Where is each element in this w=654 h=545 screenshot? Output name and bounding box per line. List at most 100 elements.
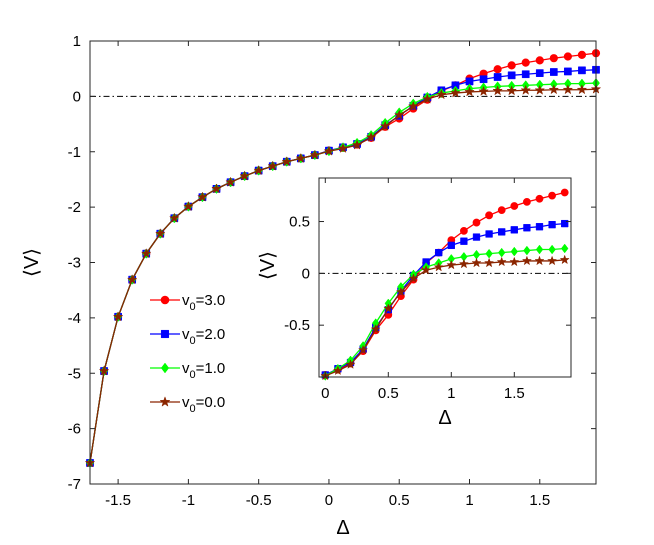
- inset-plot: 0 0.5 1 1.5 -0.5 0 0.5 Δ ⟨V⟩: [257, 177, 572, 429]
- inset-point-v0=0.0: [509, 256, 520, 267]
- main-y-tick-label: -3: [68, 255, 81, 272]
- main-point-v0=0.0: [520, 84, 532, 95]
- legend-marker: [159, 396, 171, 407]
- inset-x-tick-label: 0: [321, 385, 329, 402]
- main-point-v0=2.0: [451, 81, 460, 90]
- main-point-v0=0.0: [98, 365, 110, 376]
- main-y-tick-label: -5: [68, 365, 81, 382]
- main-x-tick-label: 1: [465, 492, 473, 509]
- main-y-tick-label: 0: [73, 88, 81, 105]
- inset-point-v0=2.0: [535, 223, 544, 231]
- main-point-v0=3.0: [577, 50, 587, 59]
- legend-entry-v0=3.0: v0=3.0: [150, 292, 225, 313]
- main-point-v0=0.0: [197, 191, 208, 202]
- inset-point-v0=2.0: [447, 241, 455, 250]
- inset-y-axis-title: ⟨V⟩: [257, 251, 279, 280]
- inset-point-v0=3.0: [523, 197, 531, 206]
- main-point-v0=2.0: [578, 66, 586, 75]
- main-x-tick-label: -0.5: [246, 492, 272, 509]
- inset-x-ticks: 0 0.5 1 1.5: [321, 178, 525, 402]
- main-point-v0=2.0: [465, 77, 474, 86]
- inset-point-v0=1.0: [510, 246, 519, 257]
- main-point-v0=0.0: [534, 84, 546, 95]
- main-point-v0=0.0: [506, 85, 517, 96]
- inset-background: [319, 178, 571, 377]
- main-point-v0=0.0: [183, 200, 194, 212]
- legend-entry-v0=0.0: v0=0.0: [150, 394, 225, 415]
- main-x-ticks: -1.5 -1 -0.5 0 0.5 1 1.5: [105, 41, 550, 509]
- inset-point-v0=3.0: [535, 194, 544, 203]
- main-y-tick-label: -7: [68, 476, 81, 493]
- main-point-v0=0.0: [379, 120, 391, 131]
- inset-point-v0=0.0: [370, 323, 381, 334]
- inset-point-v0=1.0: [548, 244, 556, 255]
- inset-point-v0=3.0: [460, 226, 468, 235]
- inset-point-v0=0.0: [421, 264, 432, 275]
- inset-point-v0=2.0: [435, 248, 443, 257]
- inset-point-v0=0.0: [547, 255, 558, 266]
- inset-series-group: [320, 188, 570, 381]
- inset-point-v0=0.0: [521, 255, 532, 266]
- main-point-v0=0.0: [422, 93, 433, 104]
- main-point-v0=2.0: [521, 70, 530, 79]
- main-x-tick-label: 0.5: [389, 492, 410, 509]
- inset-y-tick-label: -0.5: [284, 317, 310, 334]
- inset-point-v0=0.0: [534, 255, 545, 266]
- inset-y-ticks: -0.5 0 0.5: [284, 214, 571, 334]
- main-point-v0=0.0: [281, 156, 293, 167]
- inset-point-v0=0.0: [358, 344, 369, 355]
- main-x-tick-label: 0: [325, 492, 333, 509]
- main-point-v0=3.0: [507, 61, 516, 70]
- main-point-v0=0.0: [464, 86, 475, 97]
- legend-marker: [160, 295, 170, 305]
- inset-point-v0=0.0: [383, 303, 394, 313]
- inset-point-v0=3.0: [548, 191, 556, 200]
- main-x-tick-label: -1: [182, 492, 195, 509]
- main-point-v0=0.0: [140, 248, 152, 259]
- inset-point-v0=3.0: [560, 188, 569, 197]
- inset-point-v0=2.0: [485, 230, 493, 238]
- inset-point-v0=3.0: [497, 206, 506, 215]
- main-point-v0=2.0: [564, 67, 572, 76]
- main-y-axis-title: ⟨V⟩: [21, 248, 43, 277]
- inset-point-v0=2.0: [460, 237, 468, 245]
- main-x-tick-label: -1.5: [105, 492, 131, 509]
- main-point-v0=0.0: [576, 84, 588, 95]
- main-point-v0=0.0: [239, 170, 250, 181]
- main-point-v0=3.0: [563, 52, 572, 61]
- inset-point-v0=2.0: [472, 233, 481, 241]
- main-point-v0=0.0: [478, 85, 489, 96]
- legend-entry-v0=1.0: v0=1.0: [150, 360, 225, 381]
- main-point-v0=2.0: [493, 73, 502, 81]
- main-point-v0=3.0: [535, 56, 544, 65]
- inset-point-v0=0.0: [332, 365, 343, 376]
- inset-point-v0=0.0: [446, 259, 457, 270]
- main-point-v0=0.0: [253, 164, 264, 176]
- main-y-tick-label: -4: [68, 310, 81, 327]
- main-point-v0=0.0: [393, 109, 405, 120]
- inset-point-v0=2.0: [498, 228, 506, 236]
- legend: v0=3.0 v0=2.0 v0=1.0 v0=0.0: [150, 292, 225, 415]
- legend-label: v0=3.0: [182, 292, 225, 313]
- main-point-v0=2.0: [507, 71, 516, 80]
- inset-point-v0=1.0: [523, 245, 531, 256]
- inset-plot-frame: [318, 177, 572, 378]
- main-point-v0=0.0: [267, 160, 279, 171]
- main-point-v0=0.0: [126, 274, 138, 285]
- main-point-v0=0.0: [365, 131, 377, 142]
- inset-point-v0=0.0: [471, 257, 482, 268]
- inset-point-v0=3.0: [472, 218, 481, 227]
- legend-label: v0=0.0: [182, 394, 225, 415]
- main-point-v0=0.0: [154, 228, 166, 239]
- main-point-v0=2.0: [479, 75, 488, 84]
- inset-point-v0=2.0: [510, 226, 518, 234]
- inset-point-v0=0.0: [484, 257, 495, 268]
- inset-point-v0=0.0: [395, 286, 406, 297]
- inset-point-v0=2.0: [548, 220, 556, 229]
- main-point-v0=0.0: [295, 152, 307, 163]
- main-point-v0=0.0: [407, 100, 419, 111]
- main-point-v0=3.0: [493, 65, 502, 74]
- main-point-v0=0.0: [112, 311, 124, 322]
- legend-marker: [160, 362, 170, 374]
- inset-x-tick-label: 1.5: [504, 385, 525, 402]
